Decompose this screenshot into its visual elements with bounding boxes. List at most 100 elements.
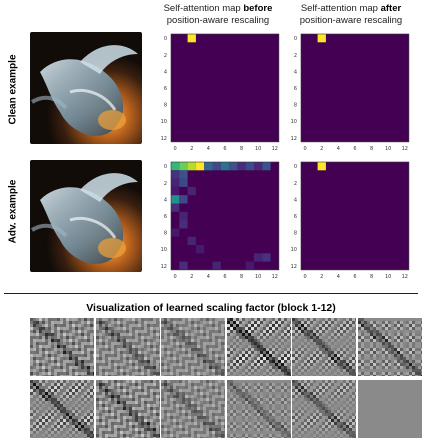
heatmap-frame [300, 33, 410, 143]
heatmap-cell [179, 220, 188, 229]
scaling-factor-tile-block-10 [226, 380, 291, 438]
y-tick-label: 10 [161, 247, 167, 253]
x-tick-label: 12 [272, 274, 278, 280]
x-tick-label: 6 [353, 274, 356, 280]
y-tick-label: 6 [294, 86, 297, 92]
row-label-adv: Adv. example [7, 179, 19, 244]
x-tick-label: 4 [337, 146, 340, 152]
heatmap-cell [171, 195, 180, 204]
heatmap-cell [187, 162, 196, 171]
x-tick-label: 8 [370, 274, 373, 280]
heatmap-adv-before: 0 2 4 6 8 10 12 0 2 4 6 8 10 12 [161, 161, 280, 280]
heatmap-cell [179, 178, 188, 187]
heatmap-cell [245, 162, 254, 171]
y-tick-label: 0 [294, 36, 297, 42]
y-tick-label: 10 [291, 119, 297, 125]
x-tick-label: 0 [304, 274, 307, 280]
heatmap-cell [187, 34, 196, 43]
heatmap-cell [237, 162, 246, 171]
y-tick-label: 4 [294, 197, 297, 203]
heatmap-cell [229, 162, 238, 171]
heatmap-cell [245, 261, 254, 270]
x-tick-label: 10 [255, 146, 261, 152]
heatmap-cell [171, 203, 180, 212]
scaling-factor-tile-block-7 [30, 380, 94, 438]
heatmap-background [171, 34, 279, 142]
col-title-after: Self-attention map after position-aware … [299, 3, 403, 26]
x-tick-label: 2 [190, 274, 193, 280]
x-tick-label: 2 [320, 274, 323, 280]
x-tick-label: 8 [240, 274, 243, 280]
x-tick-label: 8 [240, 146, 243, 152]
x-tick-label: 2 [190, 146, 193, 152]
x-tick-label: 8 [370, 146, 373, 152]
scaling-factor-tile-block-9 [161, 380, 225, 438]
scaling-factor-tile-block-1 [30, 318, 94, 376]
y-tick-label: 0 [164, 36, 167, 42]
heatmap-cell [317, 162, 326, 171]
heatmap-cell [187, 186, 196, 196]
scaling-factor-tile-block-12 [357, 380, 422, 438]
y-tick-label: 10 [291, 247, 297, 253]
x-tick-label: 12 [402, 146, 408, 152]
x-tick-label: 10 [255, 274, 261, 280]
x-tick-label: 0 [174, 146, 177, 152]
y-tick-label: 8 [294, 231, 297, 237]
adv-example-image [30, 160, 142, 272]
scaling-factor-title: Visualization of learned scaling factor … [86, 302, 336, 314]
heatmap-background [301, 34, 409, 142]
scaling-factor-tile-block-8 [95, 380, 160, 438]
heatmap-cell [179, 261, 188, 270]
heatmap-background [171, 162, 279, 270]
heatmap-clean-before: 0 2 4 6 8 10 12 0 2 4 6 8 10 12 [161, 33, 280, 152]
heatmap-frame [300, 161, 410, 271]
heatmap-cell [171, 162, 180, 171]
heatmap-cell [220, 162, 230, 171]
heatmap-frame [170, 33, 280, 143]
scaling-factor-tile-block-11 [292, 380, 356, 438]
scaling-factor-tile-block-6 [357, 318, 422, 376]
heatmap-cell [317, 34, 326, 43]
heatmap-cell [254, 253, 263, 262]
x-tick-label: 4 [207, 146, 210, 152]
heatmap-adv-after: 0 2 4 6 8 10 12 0 2 4 6 8 10 12 [291, 161, 410, 280]
heatmap-cell [195, 245, 205, 254]
heatmap-cell [187, 236, 196, 245]
x-tick-label: 6 [223, 146, 226, 152]
scaling-factor-tile-block-2 [95, 318, 160, 376]
heatmap-cell [262, 162, 271, 171]
heatmap-cell [179, 170, 188, 179]
heatmap-cell [212, 162, 221, 171]
x-tick-label: 4 [207, 274, 210, 280]
x-tick-label: 12 [272, 146, 278, 152]
col-title-before: Self-attention map before position-aware… [163, 3, 273, 26]
y-tick-label: 0 [294, 164, 297, 170]
y-tick-label: 12 [291, 136, 297, 142]
y-tick-label: 2 [294, 53, 297, 59]
y-tick-label: 12 [161, 264, 167, 270]
heatmap-background [301, 162, 409, 270]
y-tick-label: 2 [164, 53, 167, 59]
y-tick-label: 4 [164, 69, 167, 75]
heatmap-cell [204, 162, 213, 171]
y-tick-label: 6 [164, 214, 167, 220]
heatmap-cell [262, 253, 271, 262]
heatmap-frame [170, 161, 280, 271]
x-tick-label: 6 [353, 146, 356, 152]
section-divider [4, 293, 418, 294]
clean-example-image [30, 32, 142, 144]
row-label-clean: Clean example [7, 54, 19, 125]
y-tick-label: 12 [291, 264, 297, 270]
heatmap-cell [254, 162, 263, 171]
x-tick-label: 0 [304, 146, 307, 152]
x-tick-label: 12 [402, 274, 408, 280]
y-tick-label: 4 [164, 197, 167, 203]
y-tick-label: 6 [164, 86, 167, 92]
heatmap-cell [179, 211, 188, 221]
y-tick-label: 10 [161, 119, 167, 125]
y-tick-label: 8 [164, 231, 167, 237]
y-tick-label: 2 [164, 181, 167, 187]
y-tick-label: 8 [294, 103, 297, 109]
x-tick-label: 0 [174, 274, 177, 280]
scaling-factor-tile-block-3 [161, 318, 225, 376]
